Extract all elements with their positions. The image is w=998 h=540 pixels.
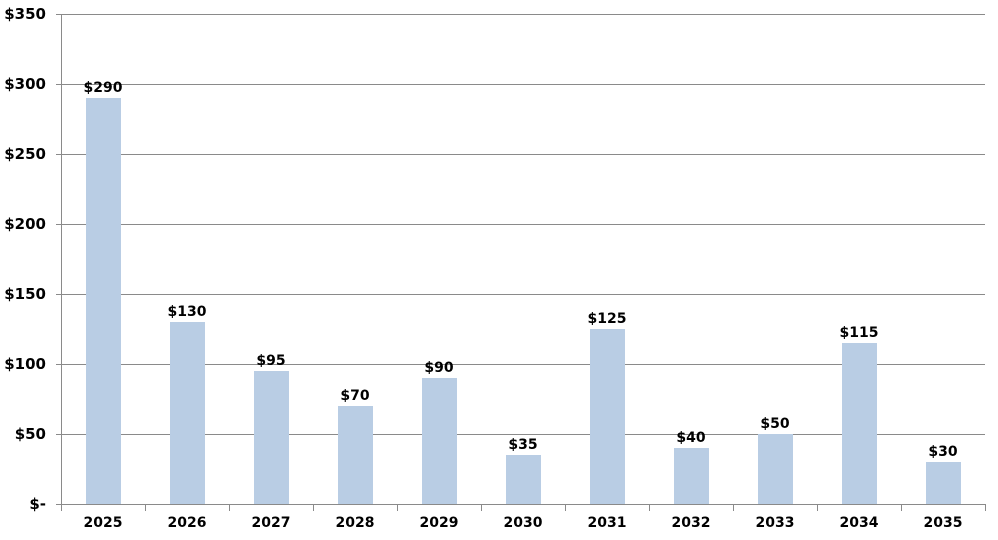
bar — [673, 448, 709, 504]
y-axis-tick — [56, 364, 61, 365]
y-axis-label: $300 — [4, 75, 46, 93]
x-axis-tick — [145, 504, 146, 511]
y-axis-tick — [56, 294, 61, 295]
x-axis-label: 2032 — [671, 515, 711, 531]
x-axis-label: 2033 — [755, 515, 795, 531]
y-axis-tick — [56, 14, 61, 15]
x-axis-tick — [901, 504, 902, 511]
y-axis-tick — [56, 224, 61, 225]
x-axis-tick — [565, 504, 566, 511]
bar-value-label: $40 — [676, 430, 706, 446]
x-axis-tick — [817, 504, 818, 511]
y-axis-label: $250 — [4, 145, 46, 163]
x-axis-tick — [61, 504, 62, 511]
bar — [757, 434, 793, 504]
bar — [505, 455, 541, 504]
y-axis-label: $150 — [4, 285, 46, 303]
x-axis-tick — [733, 504, 734, 511]
gridline — [61, 224, 985, 225]
x-axis-label: 2026 — [167, 515, 207, 531]
y-axis-tick — [56, 504, 61, 505]
bar-value-label: $290 — [83, 80, 123, 96]
x-axis-tick — [481, 504, 482, 511]
bar-value-label: $95 — [256, 353, 286, 369]
x-axis-label: 2030 — [503, 515, 543, 531]
bar — [925, 462, 961, 504]
bar — [421, 378, 457, 504]
bar — [85, 98, 121, 504]
bar-value-label: $125 — [587, 311, 627, 327]
gridline — [61, 84, 985, 85]
y-axis-label: $200 — [4, 215, 46, 233]
bar-value-label: $115 — [839, 325, 879, 341]
x-axis-label: 2031 — [587, 515, 627, 531]
bar-value-label: $30 — [928, 444, 958, 460]
y-axis-label: $350 — [4, 5, 46, 23]
x-axis-tick — [397, 504, 398, 511]
x-axis-label: 2034 — [839, 515, 879, 531]
gridline — [61, 14, 985, 15]
bar — [337, 406, 373, 504]
x-axis-tick — [985, 504, 986, 511]
x-axis-label: 2035 — [923, 515, 963, 531]
bar — [841, 343, 877, 504]
bar — [589, 329, 625, 504]
y-axis-tick — [56, 154, 61, 155]
x-axis-tick — [313, 504, 314, 511]
bar — [253, 371, 289, 504]
x-axis-label: 2028 — [335, 515, 375, 531]
gridline — [61, 294, 985, 295]
x-axis-label: 2027 — [251, 515, 291, 531]
x-axis-label: 2025 — [83, 515, 123, 531]
x-axis-line — [61, 504, 985, 505]
x-axis-tick — [229, 504, 230, 511]
bar-value-label: $50 — [760, 416, 790, 432]
gridline — [61, 154, 985, 155]
bar-value-label: $90 — [424, 360, 454, 376]
bar-value-label: $70 — [340, 388, 370, 404]
y-axis-label: $100 — [4, 355, 46, 373]
y-axis-tick — [56, 434, 61, 435]
bar-value-label: $35 — [508, 437, 538, 453]
bar-value-label: $130 — [167, 304, 207, 320]
x-axis-label: 2029 — [419, 515, 459, 531]
y-axis-label: $50 — [14, 425, 46, 443]
y-axis-label: $- — [29, 495, 46, 513]
x-axis-tick — [649, 504, 650, 511]
bar — [169, 322, 205, 504]
